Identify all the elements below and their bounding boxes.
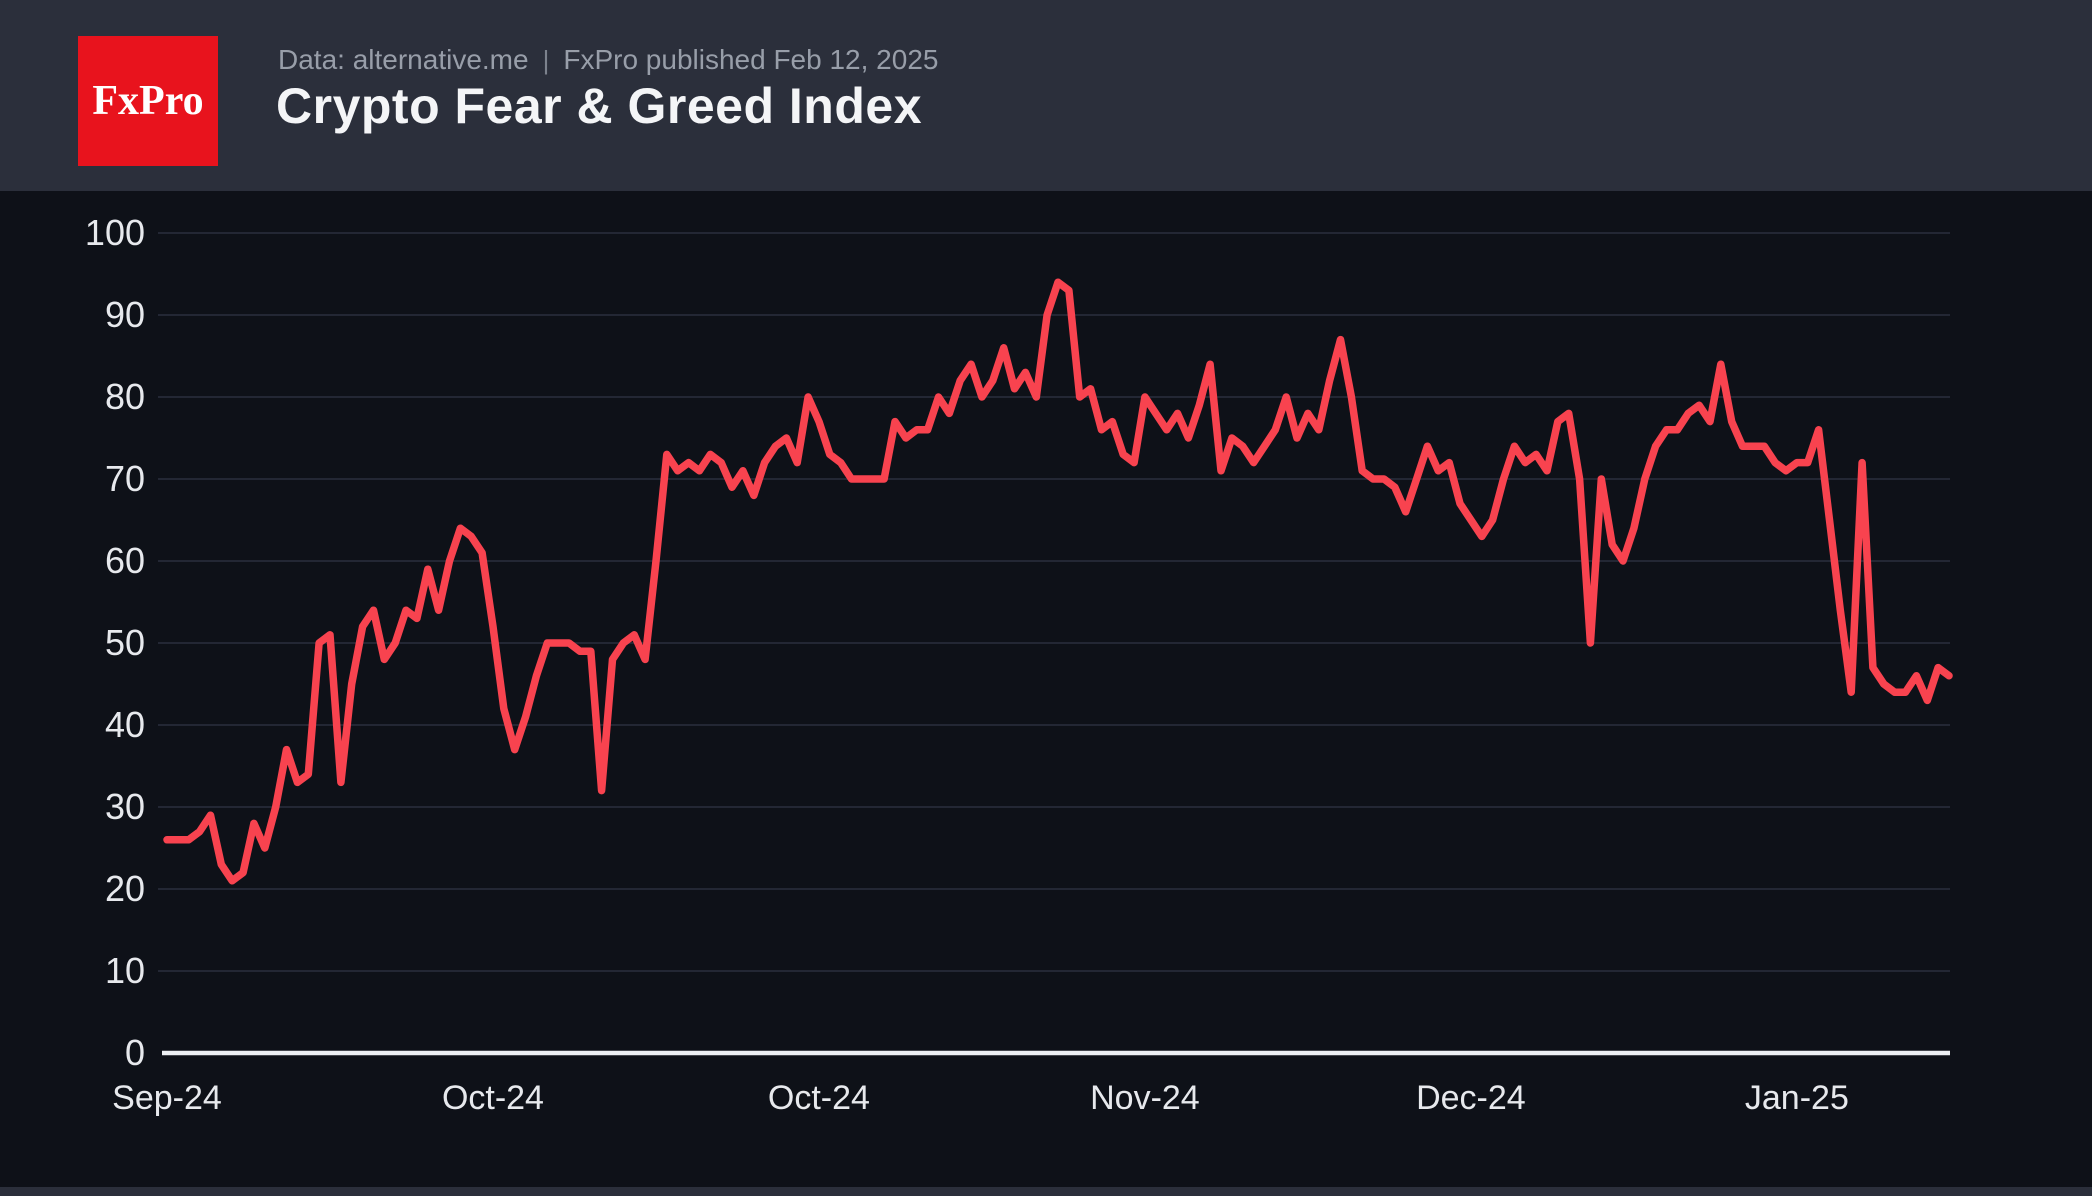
y-axis-tick-label-30: 30	[104, 786, 145, 827]
x-axis-tick-label-2: Oct-24	[767, 1079, 870, 1117]
y-axis-tick-label-10: 10	[104, 950, 145, 991]
chart-source-line: Data: alternative.me | FxPro published F…	[278, 44, 938, 76]
published-label: FxPro published Feb 12, 2025	[563, 44, 939, 75]
data-source-label: Data: alternative.me	[278, 44, 529, 75]
x-axis-tick-label-5: Jan-25	[1744, 1079, 1849, 1117]
fear-greed-line-chart	[158, 232, 1953, 1056]
y-axis-tick-label-20: 20	[104, 868, 145, 909]
chart-plot-area: 0 10 20 30 40 50 60 70 80 90 100 Sep-24 Oct-24 Oct-24…	[0, 191, 2092, 1187]
y-axis-tick-label-60: 60	[104, 540, 145, 581]
y-axis-tick-label-90: 90	[104, 294, 145, 335]
index-line-series	[163, 278, 1953, 885]
fxpro-logo: FxPro	[78, 36, 218, 166]
footer-strip	[0, 1187, 2092, 1196]
page-title: Crypto Fear & Greed Index	[276, 78, 922, 134]
x-axis-tick-label-4: Dec-24	[1416, 1079, 1526, 1117]
y-axis-tick-label-80: 80	[104, 376, 145, 417]
x-axis-tick-label-0: Sep-24	[112, 1079, 222, 1117]
y-axis-tick-label-100: 100	[84, 212, 145, 253]
y-axis-tick-label-0: 0	[124, 1032, 145, 1073]
y-axis-tick-label-40: 40	[104, 704, 145, 745]
y-axis-tick-label-50: 50	[104, 622, 145, 663]
x-axis-tick-label-1: Oct-24	[441, 1079, 544, 1117]
y-axis-tick-label-70: 70	[104, 458, 145, 499]
x-axis-tick-label-3: Nov-24	[1090, 1079, 1200, 1117]
subtitle-separator: |	[542, 45, 550, 75]
header-bar: FxPro Data: alternative.me | FxPro publi…	[0, 0, 2092, 191]
fxpro-logo-text: FxPro	[92, 78, 204, 124]
